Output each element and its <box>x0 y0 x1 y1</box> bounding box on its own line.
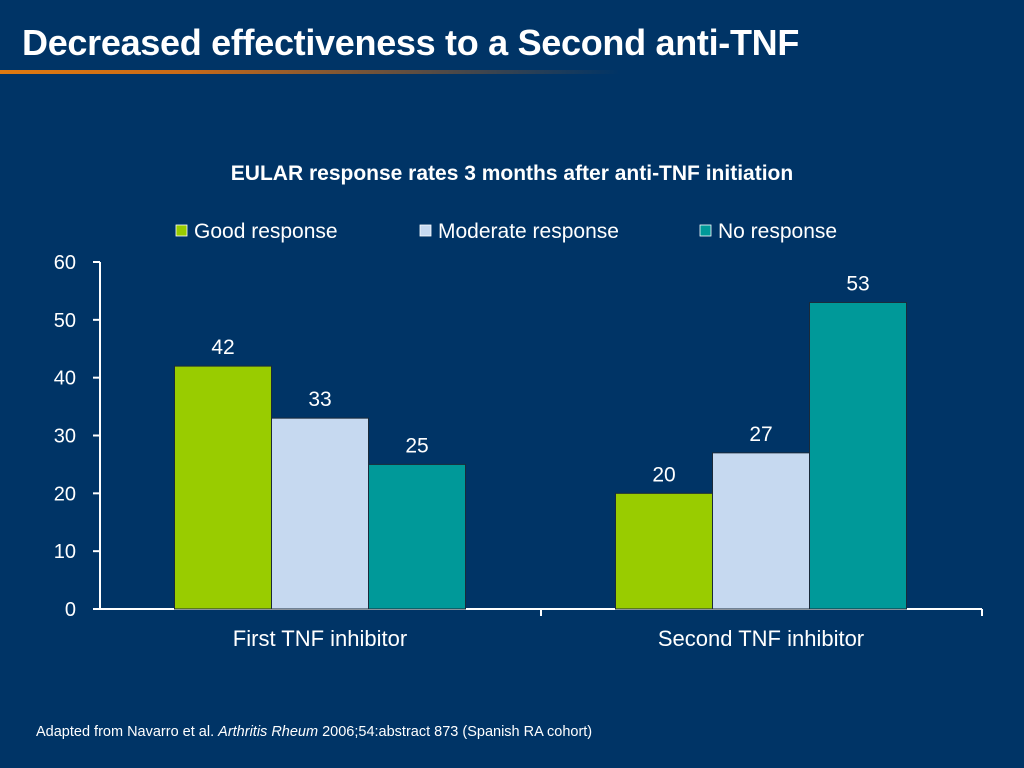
legend-label: Good response <box>194 220 338 243</box>
data-label: 20 <box>652 463 675 486</box>
data-label: 27 <box>749 423 772 446</box>
bar <box>712 452 810 610</box>
bar <box>615 492 713 610</box>
y-tick-label: 50 <box>54 310 76 332</box>
legend-label: No response <box>718 220 837 243</box>
y-tick-label: 60 <box>54 252 76 274</box>
data-label: 42 <box>211 336 234 359</box>
footnote: Adapted from Navarro et al. Arthritis Rh… <box>36 724 592 740</box>
bar <box>174 365 272 610</box>
bar <box>271 417 369 610</box>
chart-title: EULAR response rates 3 months after anti… <box>230 162 794 185</box>
y-tick-label: 10 <box>54 541 76 563</box>
x-category-label: First TNF inhibitor <box>233 626 407 651</box>
legend-swatch <box>175 224 188 237</box>
legend-label: Moderate response <box>438 220 619 243</box>
bar <box>368 463 466 610</box>
y-tick-label: 0 <box>65 599 76 621</box>
legend-swatch <box>419 224 432 237</box>
footnote-suffix: 2006;54:abstract 873 (Spanish RA cohort) <box>322 724 593 740</box>
y-tick-label: 20 <box>54 483 76 505</box>
footnote-prefix: Adapted from Navarro et al. <box>36 724 215 740</box>
legend-swatch <box>699 224 712 237</box>
data-label: 33 <box>308 388 331 411</box>
title-underline <box>0 70 620 74</box>
bar <box>809 301 907 610</box>
data-label: 53 <box>846 272 869 295</box>
y-tick-label: 40 <box>54 368 76 390</box>
data-label: 25 <box>405 434 428 457</box>
footnote-journal: Arthritis Rheum <box>218 724 319 740</box>
slide-title: Decreased effectiveness to a Second anti… <box>22 22 800 63</box>
y-tick-label: 30 <box>54 426 76 448</box>
x-category-label: Second TNF inhibitor <box>658 626 864 651</box>
